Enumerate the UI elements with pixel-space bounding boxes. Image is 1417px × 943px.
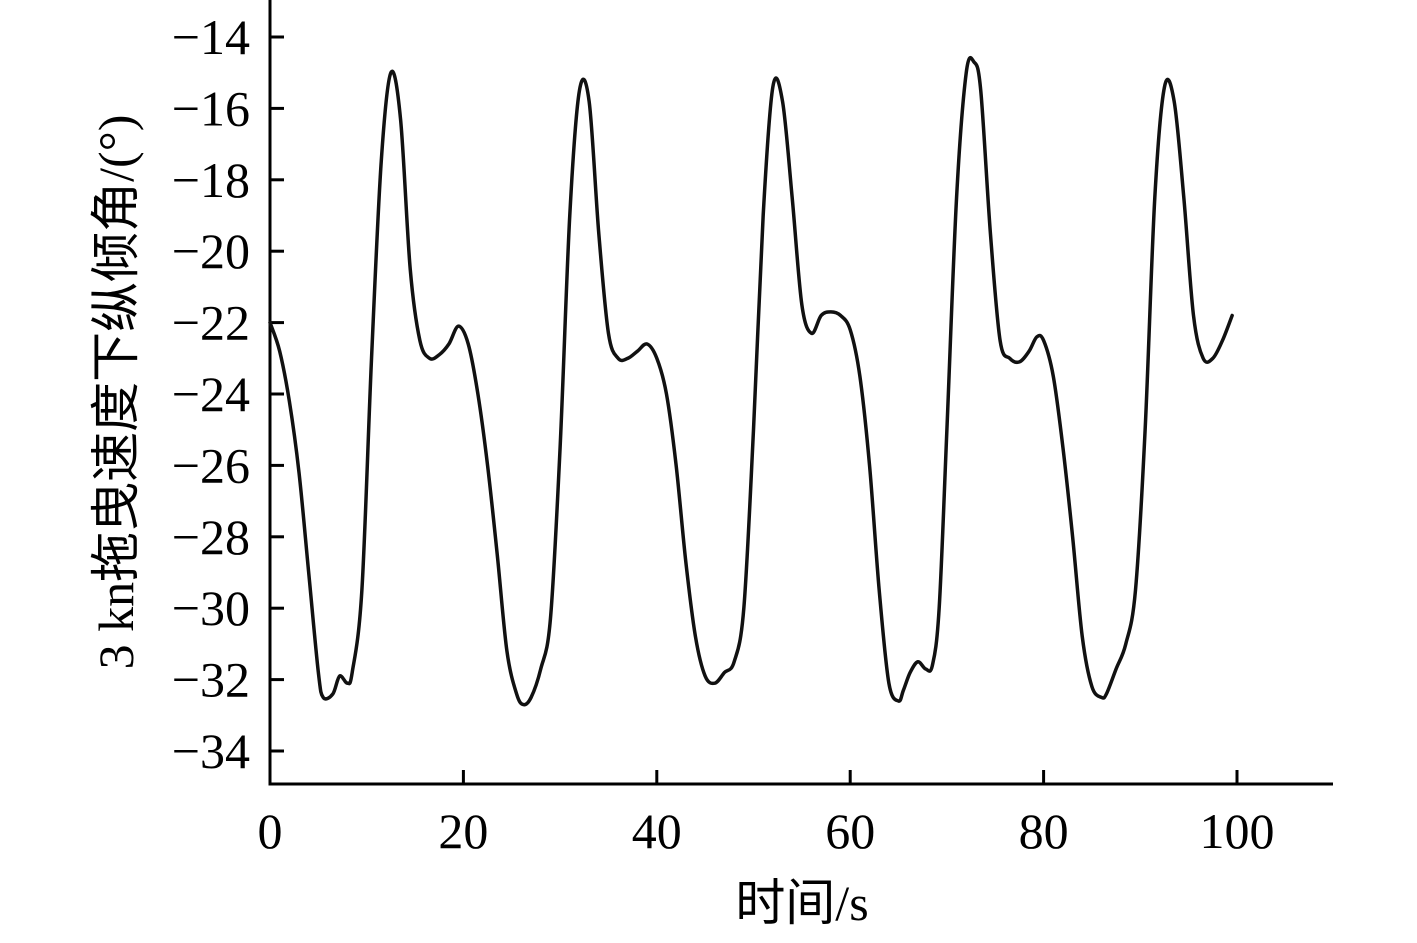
- y-tick-label: −32: [172, 652, 250, 708]
- y-tick-label: −20: [172, 223, 250, 279]
- y-tick-label: −34: [172, 723, 250, 779]
- y-tick-label: −14: [172, 9, 250, 65]
- y-tick-label: −24: [172, 366, 250, 422]
- x-tick-label: 40: [632, 803, 682, 859]
- x-tick-label: 20: [438, 803, 488, 859]
- y-axis-ticks: −34 −32 −30 −28 −26 −24 −22 −20 −18 −16 −14: [172, 9, 284, 779]
- series-line: [268, 55, 1234, 707]
- plot-area: [268, 55, 1234, 707]
- axes: [268, 0, 1333, 786]
- x-axis-ticks: 0 20 40 60 80 100: [258, 770, 1275, 859]
- y-tick-label: −28: [172, 509, 250, 565]
- y-tick-label: −18: [172, 152, 250, 208]
- y-tick-label: −26: [172, 437, 250, 493]
- x-tick-label: 0: [258, 803, 283, 859]
- y-tick-label: −22: [172, 295, 250, 351]
- x-tick-label: 80: [1019, 803, 1069, 859]
- x-tick-label: 100: [1200, 803, 1275, 859]
- y-axis-title: 3 kn拖曳速度下纵倾角/(°): [88, 115, 144, 670]
- x-axis-title: 时间/s: [735, 875, 868, 931]
- y-tick-label: −16: [172, 80, 250, 136]
- x-tick-label: 60: [825, 803, 875, 859]
- y-tick-label: −30: [172, 580, 250, 636]
